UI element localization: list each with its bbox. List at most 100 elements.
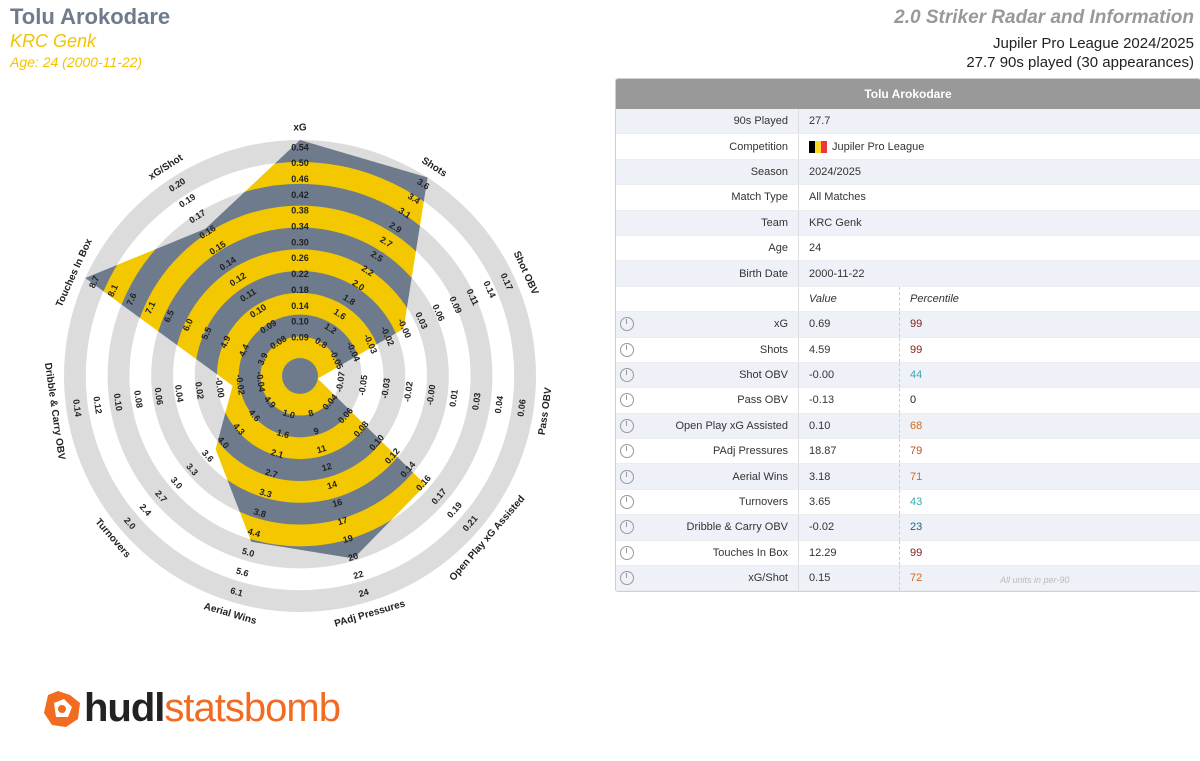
metric-percentile: 44 bbox=[899, 362, 922, 388]
metric-percentile: 0 bbox=[899, 388, 916, 413]
radar-tick-label: 8 bbox=[307, 408, 315, 419]
radar-tick-label: 0.01 bbox=[447, 389, 459, 408]
info-value: All Matches bbox=[809, 191, 866, 204]
radar-tick-label: 0.06 bbox=[515, 399, 527, 418]
radar-tick-label: -0.00 bbox=[214, 377, 227, 399]
radar-tick-label: -0.02 bbox=[234, 374, 247, 396]
info-row: Season 2024/2025 bbox=[616, 159, 1200, 186]
radar-tick-label: 0.03 bbox=[470, 392, 482, 411]
metric-percentile: 99 bbox=[899, 312, 922, 337]
played-line: 27.7 90s played (30 appearances) bbox=[966, 54, 1194, 71]
metric-label: xG/Shot bbox=[748, 572, 788, 585]
metric-label: Aerial Wins bbox=[732, 470, 788, 483]
metric-gauge-icon bbox=[620, 418, 634, 433]
metric-gauge-icon bbox=[620, 469, 634, 484]
radar-axis-label: Pass OBV bbox=[537, 387, 555, 436]
metric-label: Shot OBV bbox=[739, 369, 788, 382]
info-value: 24 bbox=[809, 242, 822, 255]
radar-tick-label: 7.6 bbox=[124, 291, 138, 307]
radar-tick-label: 20 bbox=[347, 551, 359, 563]
radar-tick-label: 0.04 bbox=[493, 395, 505, 414]
metric-gauge-icon bbox=[620, 342, 634, 357]
radar-tick-label: 7.1 bbox=[143, 300, 157, 316]
radar-tick-label: 0.04 bbox=[173, 384, 185, 403]
info-label: Age bbox=[768, 242, 788, 255]
radar-axis-label: Dribble & Carry OBV bbox=[42, 362, 67, 461]
metric-percentile: 23 bbox=[899, 515, 922, 540]
radar-tick-label: 14 bbox=[326, 479, 338, 491]
radar-tick-label: -0.02 bbox=[402, 381, 415, 403]
info-label: Season bbox=[750, 165, 788, 178]
radar-tick-label: -0.03 bbox=[379, 377, 392, 399]
metric-row: Touches In Box 12.29 99 bbox=[616, 540, 1200, 567]
radar-tick-label: 2.4 bbox=[138, 502, 154, 518]
radar-tick-label: 0.10 bbox=[291, 317, 309, 327]
belgium-flag-icon bbox=[809, 140, 827, 153]
units-note: All units in per-90 bbox=[1000, 575, 1070, 585]
radar-tick-label: 0.38 bbox=[291, 206, 309, 216]
metric-value: -0.13 bbox=[798, 388, 899, 413]
report-title: 2.0 Striker Radar and Information bbox=[894, 7, 1194, 28]
radar-tick-label: 16 bbox=[331, 497, 343, 509]
hudl-statsbomb-logo: hudlstatsbomb bbox=[40, 686, 341, 731]
radar-tick-label: 5.5 bbox=[199, 326, 213, 342]
metric-percentile: 99 bbox=[899, 540, 922, 566]
metric-gauge-icon bbox=[620, 444, 634, 459]
metric-row: Dribble & Carry OBV -0.02 23 bbox=[616, 515, 1200, 541]
radar-tick-label: 19 bbox=[342, 533, 354, 545]
radar-tick-label: 0.14 bbox=[291, 301, 309, 311]
player-name: Tolu Arokodare bbox=[10, 4, 171, 29]
metric-value: -0.00 bbox=[798, 362, 899, 388]
team-name: KRC Genk bbox=[10, 31, 97, 51]
radar-tick-label: -0.07 bbox=[334, 371, 347, 393]
metric-label: Shots bbox=[759, 343, 788, 356]
info-value: 2000-11-22 bbox=[809, 267, 865, 280]
metric-row: Aerial Wins 3.18 71 bbox=[616, 464, 1200, 490]
metric-gauge-icon bbox=[620, 317, 634, 332]
radar-tick-label: 6.0 bbox=[181, 317, 195, 333]
metric-label: Turnovers bbox=[738, 496, 788, 509]
radar-tick-label: -0.00 bbox=[425, 384, 438, 406]
metric-gauge-icon bbox=[620, 393, 634, 408]
logo-word-hudl: hudl bbox=[84, 686, 165, 730]
radar-tick-label: 5.6 bbox=[235, 566, 250, 579]
radar-chart: 0.09 0.10 0.14 0.18 0.22 0.26 0.30 0.34 0.38 0.42… bbox=[42, 123, 555, 630]
metric-value: -0.02 bbox=[798, 515, 899, 540]
info-label: Competition bbox=[729, 140, 788, 153]
info-row: Match Type All Matches bbox=[616, 185, 1200, 211]
info-row: Team KRC Genk bbox=[616, 210, 1200, 236]
radar-tick-label: 17 bbox=[336, 515, 348, 527]
radar-tick-label: 0.26 bbox=[291, 253, 309, 263]
info-value: Jupiler Pro League bbox=[832, 140, 925, 153]
radar-tick-label: 0.02 bbox=[193, 381, 205, 400]
metric-row: PAdj Pressures 18.87 79 bbox=[616, 439, 1200, 465]
logo-word-statsbomb: statsbomb bbox=[164, 686, 341, 730]
radar-tick-label: 2.1 bbox=[270, 447, 285, 460]
radar-tick-label: 0.10 bbox=[112, 393, 124, 412]
metric-value: 0.10 bbox=[798, 413, 899, 439]
radar-tick-label: 8.7 bbox=[87, 274, 101, 290]
radar-tick-label: 8.1 bbox=[106, 283, 120, 299]
metric-percentile: 99 bbox=[899, 337, 922, 362]
metric-value: 0.69 bbox=[798, 312, 899, 337]
radar-tick-label: 0.22 bbox=[291, 269, 309, 279]
info-label: Team bbox=[761, 216, 788, 229]
radar-tick-label: 24 bbox=[357, 587, 369, 599]
table-title: Tolu Arokodare bbox=[616, 79, 1200, 109]
metric-gauge-icon bbox=[620, 495, 634, 510]
metric-row: xG/Shot 0.15 72 bbox=[616, 566, 1200, 592]
percentile-header: Percentile bbox=[899, 286, 959, 312]
radar-tick-label: -0.05 bbox=[357, 374, 370, 396]
radar-tick-label: 1.0 bbox=[281, 408, 296, 421]
metric-row: Open Play xG Assisted 0.10 68 bbox=[616, 413, 1200, 440]
radar-tick-label: 0.19 bbox=[445, 500, 464, 520]
radar-tick-label: 0.06 bbox=[153, 387, 165, 406]
info-value: 27.7 bbox=[809, 115, 831, 128]
metric-label: Pass OBV bbox=[737, 394, 788, 407]
metric-header-row: Value Percentile bbox=[616, 286, 1200, 313]
radar-tick-label: 0.14 bbox=[71, 399, 83, 418]
radar-tick-label: 1.6 bbox=[276, 427, 291, 440]
radar-tick-label: 2.7 bbox=[264, 467, 279, 480]
metric-percentile: 43 bbox=[899, 489, 922, 515]
metric-gauge-icon bbox=[620, 368, 634, 383]
